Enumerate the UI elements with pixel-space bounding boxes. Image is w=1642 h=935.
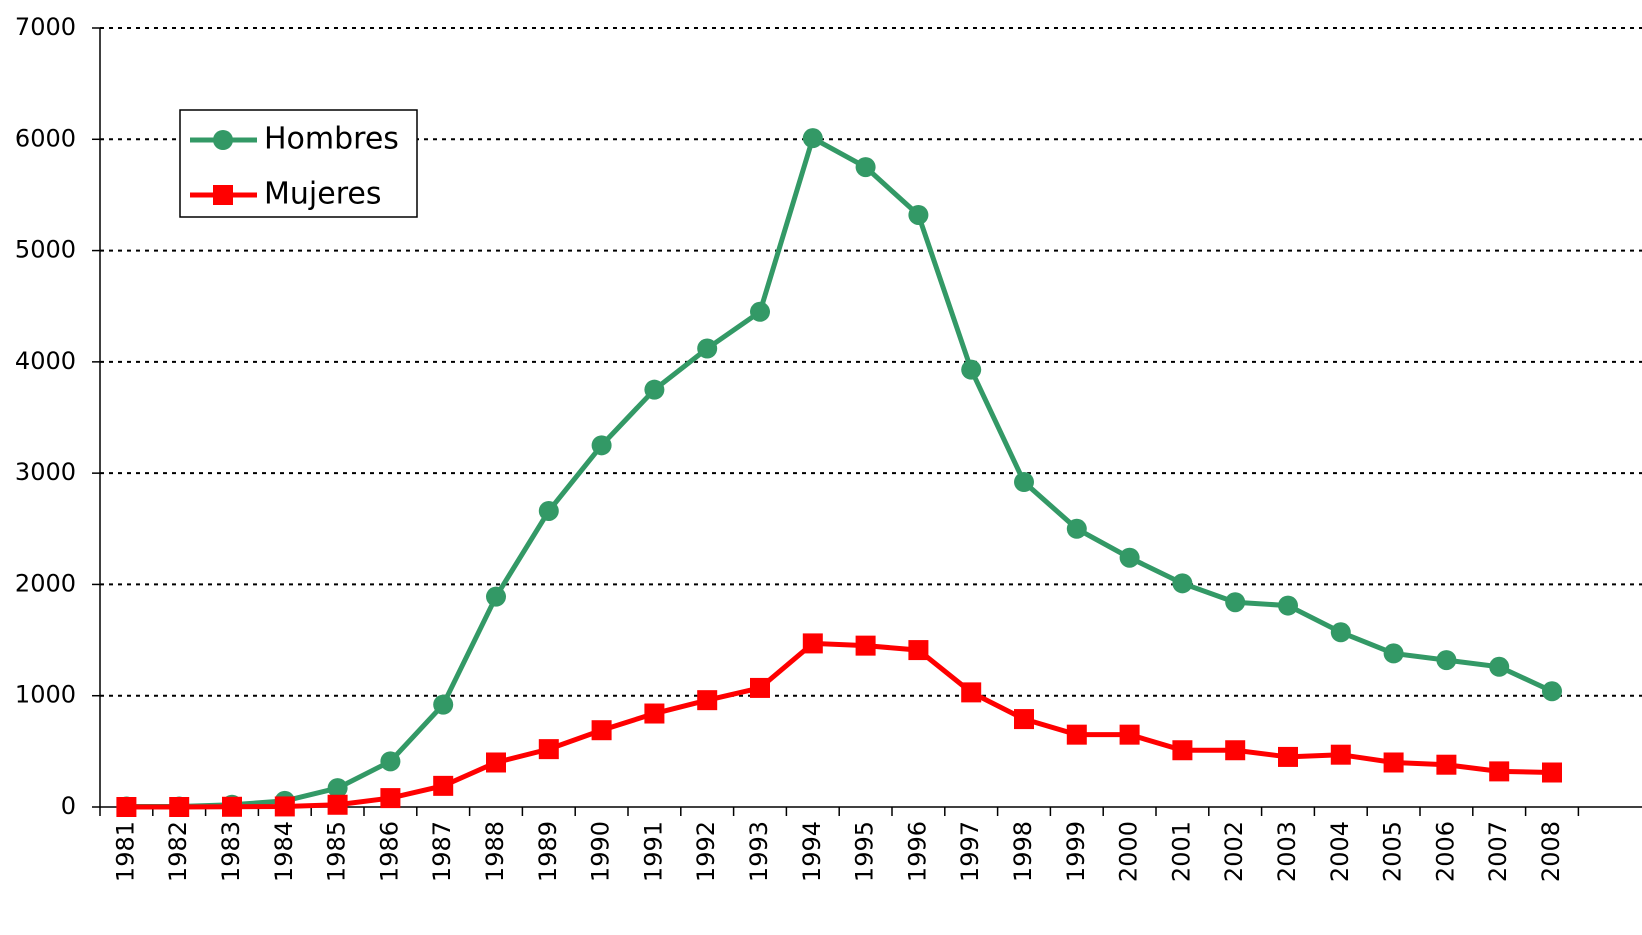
x-tick-label: 1994 (798, 821, 826, 882)
legend-label: Mujeres (264, 177, 381, 212)
point (486, 752, 506, 773)
point (591, 720, 612, 741)
x-tick-label: 1993 (745, 821, 773, 882)
x-tick-label: 2003 (1273, 821, 1301, 882)
x-tick-label: 1999 (1062, 821, 1090, 882)
y-tick-label: 6000 (15, 124, 76, 152)
point (1436, 650, 1457, 671)
x-tick-label: 1988 (481, 821, 509, 882)
point (1119, 724, 1140, 745)
point (750, 677, 770, 698)
y-tick-label: 7000 (15, 13, 76, 41)
x-tick-label: 1991 (639, 821, 667, 882)
point (1330, 622, 1351, 643)
point (1014, 709, 1034, 730)
x-tick-label: 2008 (1537, 821, 1565, 882)
point (1225, 740, 1246, 761)
point (855, 635, 876, 656)
y-tick-label: 5000 (15, 236, 76, 264)
point (116, 797, 137, 817)
x-tick-label: 1986 (375, 821, 403, 882)
point (802, 633, 823, 654)
point (644, 379, 665, 400)
point (222, 796, 242, 817)
point (961, 359, 982, 380)
series-line (126, 134, 1554, 809)
x-tick-label: 1987 (428, 821, 456, 882)
point (908, 640, 929, 661)
x-tick-label: 1982 (164, 821, 192, 882)
point (486, 586, 506, 607)
x-tick-label: 1997 (956, 821, 984, 882)
x-tick-label: 1992 (692, 821, 720, 882)
x-tick-label: 2002 (1220, 821, 1248, 882)
point (1330, 744, 1351, 765)
x-tick-label: 1983 (217, 821, 245, 882)
point (1172, 740, 1193, 761)
point (1066, 724, 1087, 745)
legend-label: Hombres (264, 122, 399, 157)
point (750, 301, 770, 322)
point (274, 796, 295, 817)
y-tick-label: 0 (61, 792, 76, 820)
point (1278, 595, 1298, 616)
point (1172, 573, 1193, 594)
y-tick-label: 3000 (15, 458, 76, 486)
x-tick-label: 1998 (1009, 821, 1037, 882)
x-tick-label: 1981 (111, 821, 139, 882)
point (591, 435, 612, 456)
point (644, 703, 665, 724)
series-line (126, 640, 1553, 810)
legend-marker (213, 130, 233, 150)
y-tick-label: 4000 (15, 347, 76, 375)
x-tick-label: 2006 (1431, 821, 1459, 882)
y-tick-label: 1000 (15, 681, 76, 709)
point (538, 739, 559, 760)
x-tick-label: 1996 (903, 821, 931, 882)
point (169, 797, 190, 817)
point (1436, 754, 1457, 775)
point (1225, 592, 1246, 613)
point (697, 690, 718, 711)
point (433, 694, 454, 715)
x-tick-label: 1995 (851, 821, 879, 882)
point (855, 157, 876, 178)
point (1278, 746, 1298, 767)
point (697, 338, 718, 359)
point (1383, 752, 1404, 773)
point (802, 128, 823, 149)
point (433, 775, 454, 796)
x-tick-label: 1989 (534, 821, 562, 882)
point (1489, 656, 1510, 677)
x-tick-label: 2005 (1379, 821, 1407, 882)
point (1542, 681, 1562, 702)
point (961, 682, 982, 703)
point (380, 788, 401, 809)
x-tick-label: 2007 (1484, 821, 1512, 882)
y-tick-label: 2000 (15, 569, 76, 597)
x-tick-label: 1990 (587, 821, 615, 882)
legend-marker (213, 185, 233, 205)
point (1383, 643, 1404, 664)
point (1014, 472, 1034, 493)
x-tick-label: 2001 (1167, 821, 1195, 882)
point (908, 204, 929, 225)
point (327, 794, 348, 815)
point (1489, 761, 1510, 782)
point (1119, 547, 1140, 568)
point (1066, 518, 1087, 539)
point (538, 500, 559, 521)
x-tick-label: 2000 (1115, 821, 1143, 882)
point (1542, 762, 1562, 783)
x-tick-label: 1984 (270, 821, 298, 882)
x-tick-label: 2004 (1326, 821, 1354, 882)
point (380, 751, 401, 772)
point (327, 778, 348, 799)
x-tick-label: 1985 (323, 821, 351, 882)
